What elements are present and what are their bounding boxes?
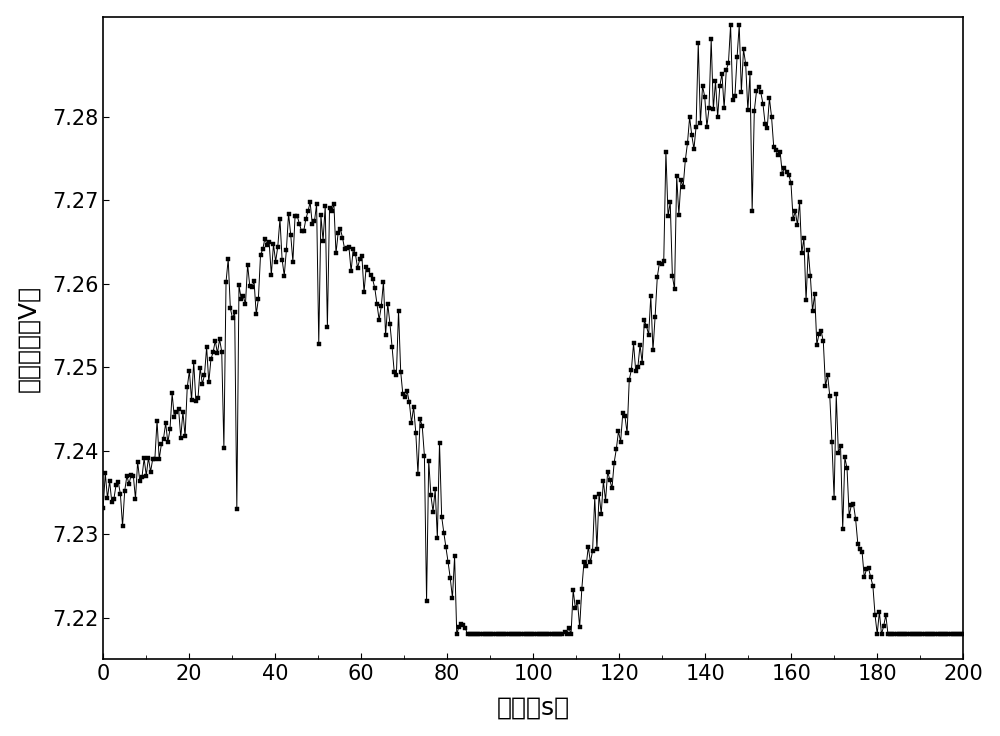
X-axis label: 时间（s）: 时间（s） xyxy=(497,696,570,719)
Y-axis label: 对地电势（V）: 对地电势（V） xyxy=(17,284,41,392)
